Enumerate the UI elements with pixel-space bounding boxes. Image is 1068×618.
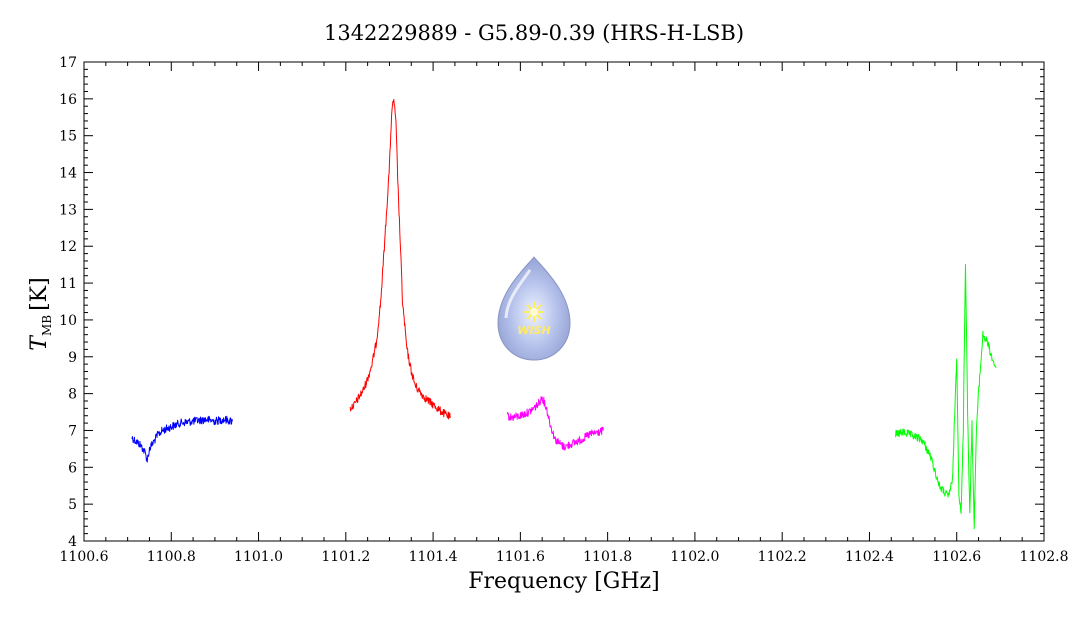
y-tick-label: 17 <box>59 55 77 71</box>
series-group <box>131 98 997 530</box>
y-tick-label: 16 <box>59 92 77 108</box>
y-tick-label: 8 <box>68 387 77 403</box>
y-tick-label: 11 <box>59 276 77 292</box>
y-tick-label: 12 <box>59 239 77 255</box>
series-line-3 <box>895 264 997 530</box>
logo-text: WISH <box>517 324 550 337</box>
x-tick-label: 1101.0 <box>234 549 283 565</box>
x-tick-label: 1101.8 <box>583 549 632 565</box>
y-axis-label: TMB [K] <box>27 277 54 350</box>
y-tick-label: 4 <box>68 534 77 550</box>
y-label-sub: MB <box>40 315 54 336</box>
series-line-0 <box>131 415 233 463</box>
x-tick-label: 1102.6 <box>932 549 981 565</box>
x-tick-label: 1102.8 <box>1020 549 1068 565</box>
y-tick-label: 7 <box>68 423 77 439</box>
y-tick-label: 5 <box>68 497 77 513</box>
y-tick-label: 13 <box>59 202 77 218</box>
x-tick-label: 1101.2 <box>321 549 370 565</box>
y-tick-label: 6 <box>68 460 77 476</box>
x-tick-label: 1100.6 <box>60 549 109 565</box>
series-line-2 <box>506 396 604 451</box>
wish-logo: WISH <box>497 256 571 361</box>
x-axis-label: Frequency [GHz] <box>468 569 660 594</box>
y-tick-label: 9 <box>68 350 77 366</box>
y-tick-label: 15 <box>59 129 77 145</box>
axis-ticks: 1100.6 1100.8 1101.0 1101.2 1101.4 1101.6 1101… <box>59 55 1068 565</box>
series-line-1 <box>349 98 451 420</box>
y-label-main: T <box>27 334 52 351</box>
x-tick-label: 1100.8 <box>147 549 196 565</box>
x-tick-label: 1101.4 <box>409 549 458 565</box>
x-tick-label: 1102.4 <box>845 549 894 565</box>
x-tick-label: 1101.6 <box>496 549 545 565</box>
chart-title: 1342229889 - G5.89-0.39 (HRS-H-LSB) <box>324 21 744 45</box>
y-tick-label: 10 <box>59 313 77 329</box>
x-tick-label: 1102.2 <box>758 549 807 565</box>
y-label-unit: [K] <box>27 277 52 311</box>
svg-text:TMB[K]: TMB [K] <box>27 277 54 350</box>
x-tick-label: 1102.0 <box>670 549 719 565</box>
y-tick-label: 14 <box>59 166 77 182</box>
